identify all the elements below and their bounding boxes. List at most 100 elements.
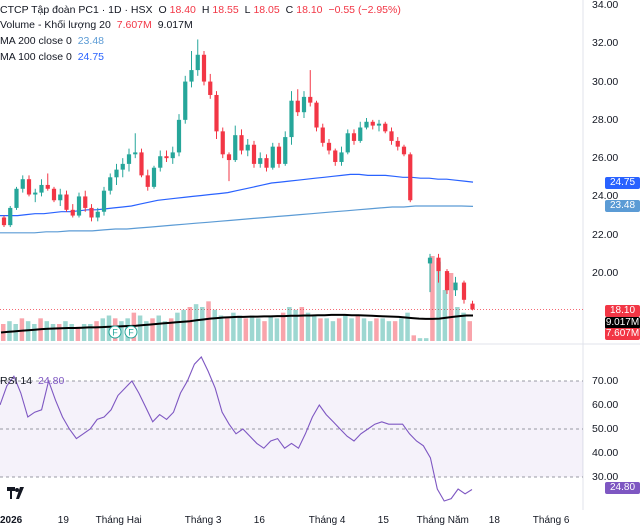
volume-bar: [243, 318, 249, 341]
volume-ma-line: [0, 313, 473, 334]
volume-bar: [144, 321, 149, 341]
volume-bar: [461, 312, 466, 341]
ma200-tag: 23.48: [605, 200, 640, 212]
volume-bar: [280, 312, 286, 341]
volume-bar: [63, 321, 68, 341]
rsi-axis-label: 40.00: [592, 447, 619, 459]
candle-body: [383, 123, 388, 132]
time-axis-label: 15: [377, 515, 389, 526]
ma200-legend: MA 200 close 0 23.48: [0, 34, 107, 48]
candle-body: [401, 146, 407, 155]
price-axis-label: 34.00: [592, 0, 619, 11]
volume-bar: [405, 312, 410, 341]
volume-bar: [367, 321, 373, 341]
time-axis-label: 2026: [0, 515, 23, 526]
candle-body: [345, 133, 350, 153]
candle-body: [120, 163, 125, 170]
volume-bar: [187, 307, 193, 341]
candle-body: [70, 209, 75, 216]
time-axis-label: 18: [488, 515, 500, 526]
volume-value: 7.607M: [116, 19, 152, 31]
candle-body: [283, 137, 288, 164]
candle-body: [364, 121, 369, 128]
candle-body: [308, 96, 313, 103]
volume-bar: [32, 324, 37, 341]
volume-bar: [19, 318, 25, 341]
candle-body: [164, 156, 169, 159]
volume-bar: [268, 315, 273, 341]
candle-body: [108, 177, 113, 191]
volume-bar: [430, 256, 435, 341]
volume-bar: [374, 318, 379, 341]
candle-body: [45, 184, 50, 189]
volume-bar: [13, 324, 18, 341]
candle-body: [295, 100, 300, 113]
candle-body: [151, 167, 157, 187]
candle-body: [258, 158, 263, 164]
volume-bar: [212, 309, 217, 341]
ma100-label: MA 100 close 0: [0, 51, 72, 63]
change-value: −0.55 (−2.95%): [328, 4, 401, 16]
candle-body: [301, 96, 307, 113]
volume-bar: [50, 324, 56, 341]
volume-bar: [249, 315, 255, 341]
candle-body: [170, 152, 175, 159]
candle-body: [444, 271, 450, 291]
time-axis-label: 16: [253, 515, 265, 526]
volume-bar: [69, 324, 74, 341]
volume-bar: [423, 338, 429, 341]
candle-body: [245, 144, 250, 151]
high-value: 18.55: [212, 4, 239, 16]
event-marker-label: F: [128, 328, 134, 338]
volume-bar: [330, 321, 336, 341]
candle-body: [89, 207, 94, 218]
candle-body: [26, 179, 32, 195]
candle-body: [436, 257, 441, 272]
volume-bar: [231, 312, 236, 341]
high-label: H: [201, 4, 210, 16]
volume-bar: [293, 309, 298, 341]
candle-body: [1, 217, 7, 226]
symbol-title: CTCP Tập đoàn PC1 · 1D · HSX: [0, 4, 153, 16]
candle-body: [64, 194, 69, 210]
volume-bar: [256, 318, 261, 341]
volume-bar: [168, 318, 174, 341]
candle-body: [376, 123, 382, 126]
volume-bar: [100, 318, 106, 341]
volume-ma-tag: 9.017M: [605, 317, 640, 329]
ma200-value: 23.48: [77, 35, 104, 47]
volume-bar: [237, 315, 242, 341]
volume-ma-value: 9.017M: [157, 19, 193, 31]
candle-body: [358, 127, 363, 141]
open-value: 18.40: [169, 4, 196, 16]
candle-body: [126, 154, 132, 164]
candle-body: [139, 152, 144, 176]
price-axis-label: 28.00: [592, 113, 619, 126]
candle-body: [214, 94, 219, 132]
candle-body: [158, 156, 163, 168]
volume-bar: [349, 318, 354, 341]
rsi-tag: 24.80: [605, 482, 640, 494]
close-label: C: [285, 4, 294, 16]
volume-bar: [193, 304, 199, 341]
volume-bar: [44, 321, 50, 341]
candle-body: [183, 81, 188, 120]
candle-body: [389, 131, 394, 141]
rsi-axis-label: 60.00: [592, 399, 619, 411]
candle-body: [314, 102, 319, 128]
time-axis-label: Tháng Hai: [95, 515, 142, 526]
volume-bar: [312, 315, 317, 341]
candle-body: [20, 179, 25, 189]
volume-bar: [411, 335, 417, 341]
volume-bar: [206, 301, 211, 341]
symbol-legend: CTCP Tập đoàn PC1 · 1D · HSX O 18.40 H 18.…: [0, 3, 404, 17]
volume-bar: [417, 338, 423, 341]
tradingview-logo-icon[interactable]: [6, 486, 26, 500]
volume-bar: [467, 321, 472, 341]
candle-body: [461, 282, 467, 300]
candle-body: [95, 211, 100, 218]
volume-bar: [175, 312, 180, 341]
candle-body: [114, 169, 119, 178]
volume-bar: [355, 315, 361, 341]
